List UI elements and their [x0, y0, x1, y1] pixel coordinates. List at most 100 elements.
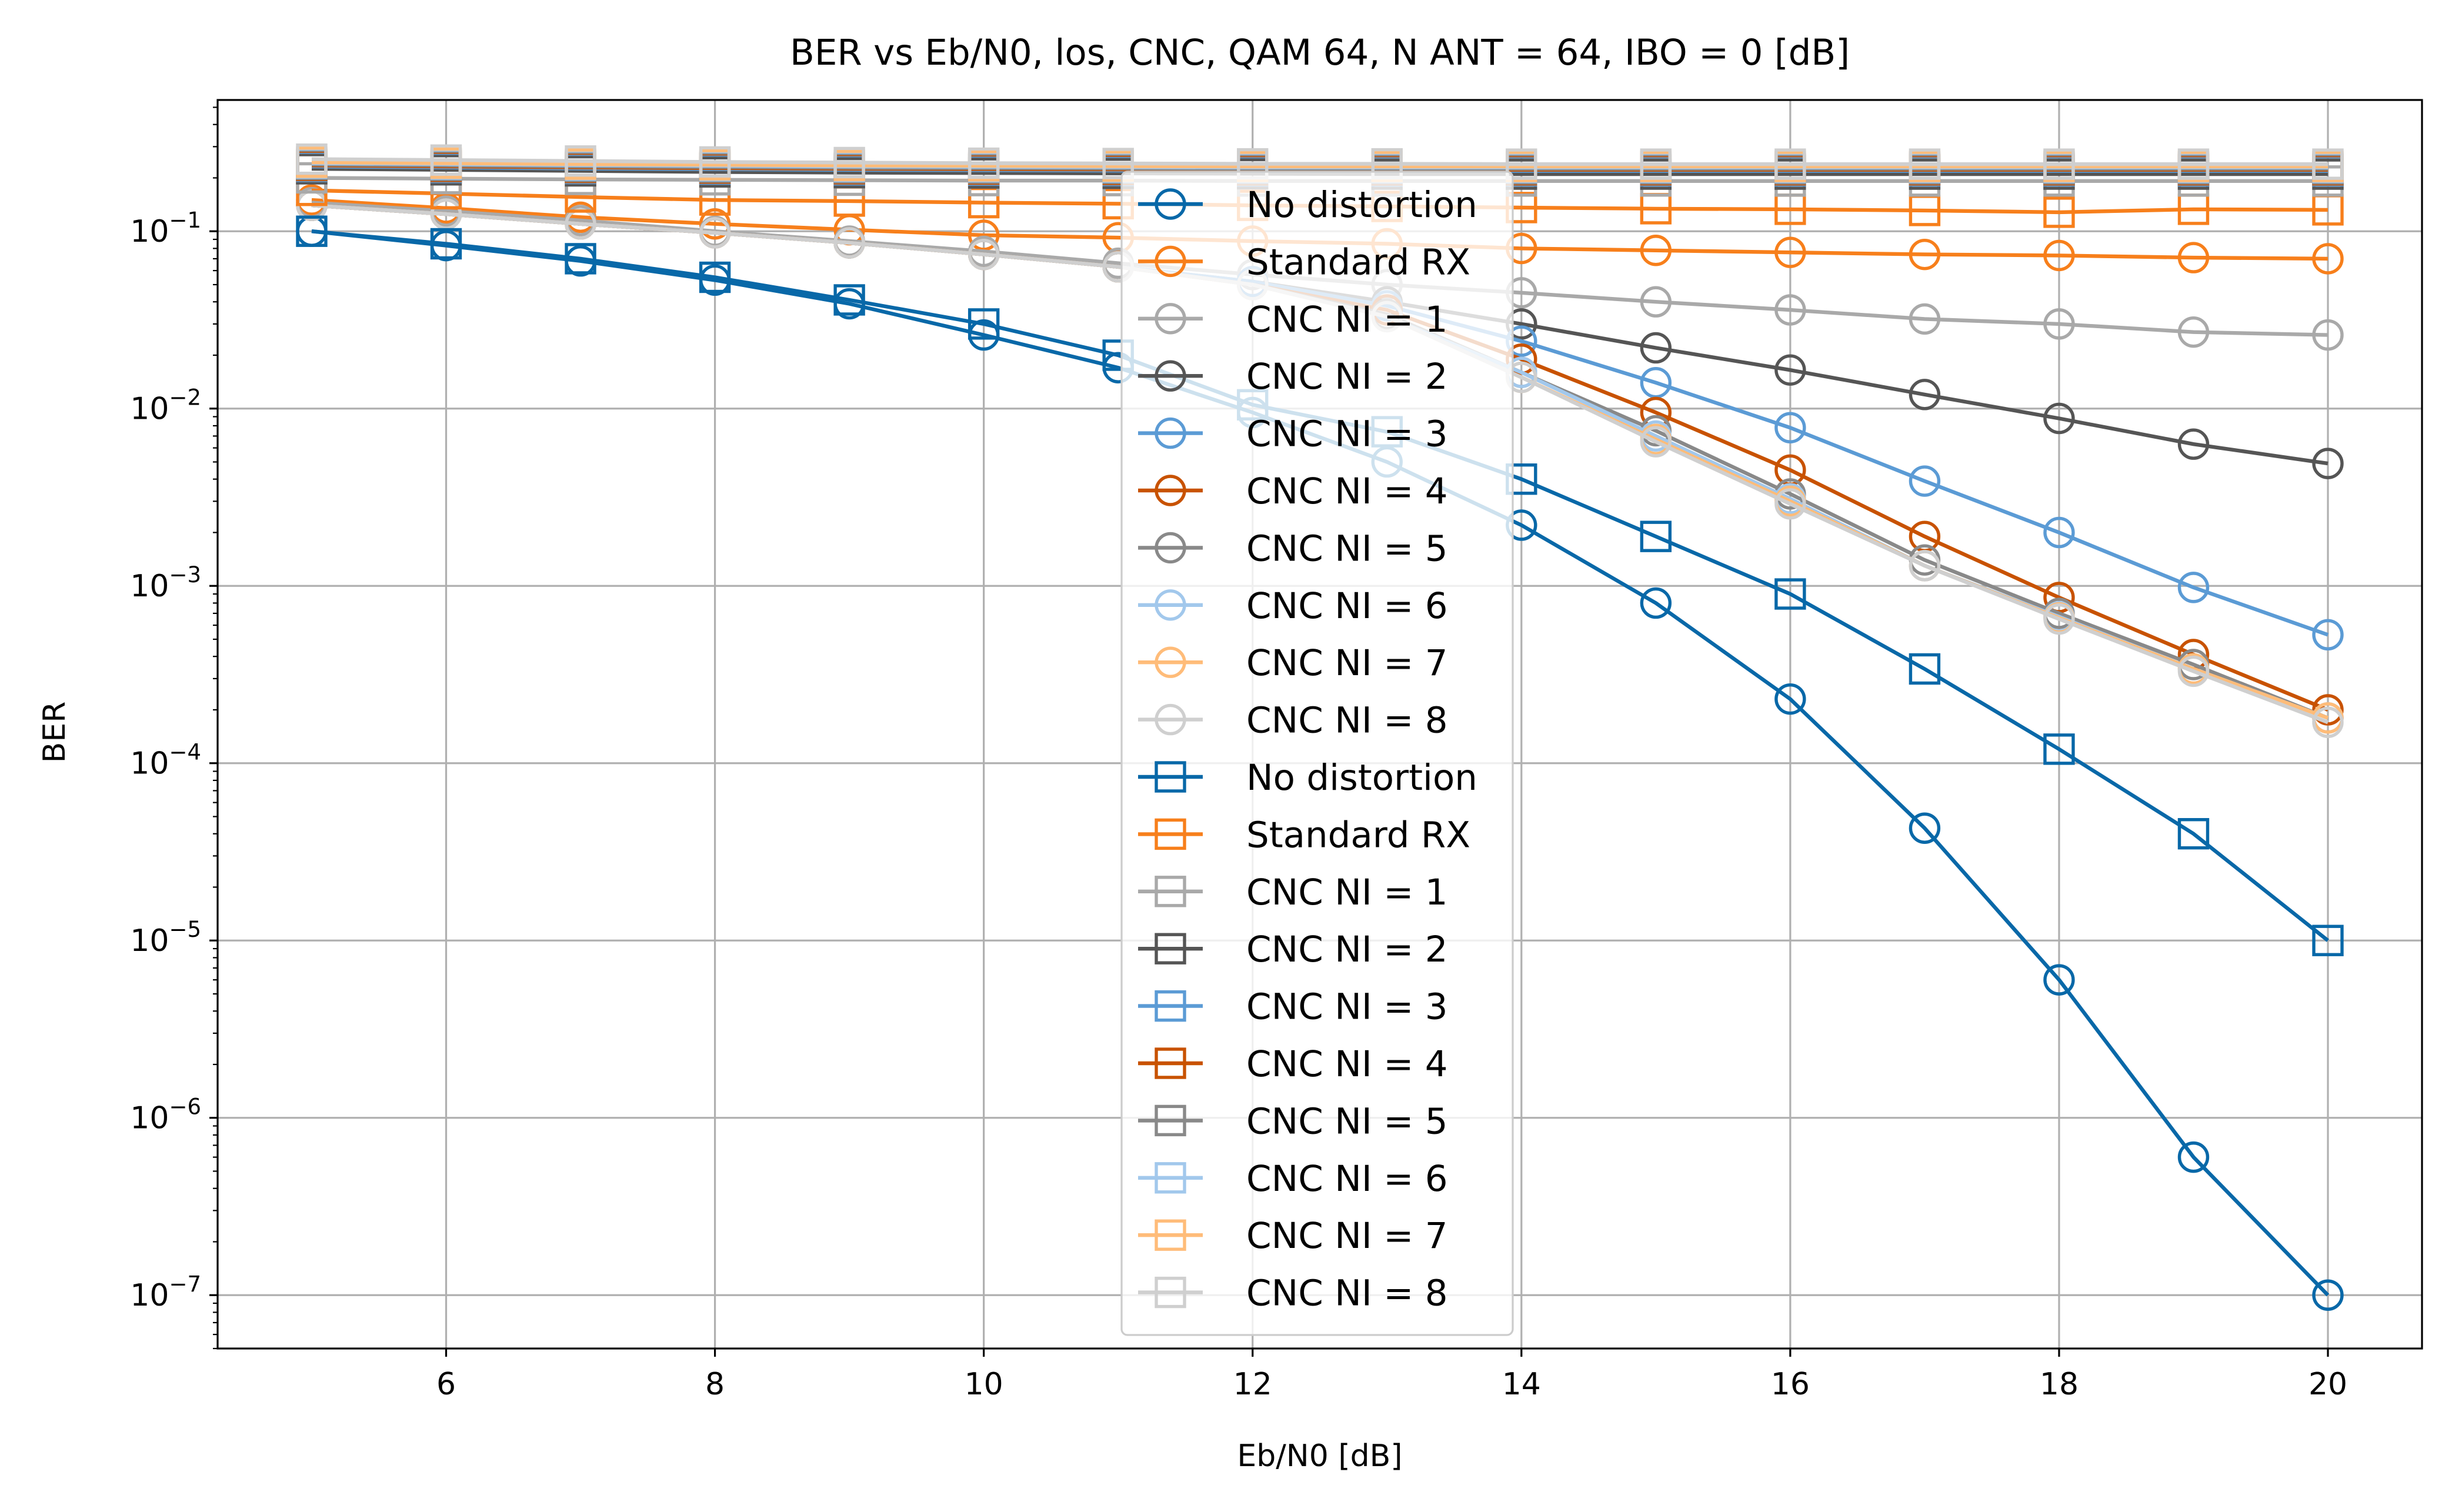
x-tick-label: 10	[965, 1367, 1003, 1402]
legend-marker	[1155, 1104, 1186, 1137]
series-line	[311, 160, 2328, 169]
data-point	[2177, 1141, 2210, 1173]
data-point	[1909, 238, 1941, 271]
legend-marker	[1155, 1219, 1186, 1251]
data-point	[1774, 148, 1806, 180]
data-point	[2177, 242, 2210, 273]
x-axis-label: Eb/N0 [dB]	[1237, 1438, 1402, 1474]
x-tick-label: 18	[2040, 1367, 2079, 1402]
data-point	[1774, 236, 1806, 268]
legend-item: CNC NI = 4	[1138, 470, 1448, 512]
data-point	[1774, 354, 1806, 386]
data-point	[699, 146, 731, 178]
legend-item: CNC NI = 1	[1138, 872, 1448, 913]
legend-item: CNC NI = 7	[1138, 1215, 1448, 1257]
legend-item: CNC NI = 1	[1138, 299, 1448, 341]
legend-item: No distortion	[1138, 184, 1477, 226]
legend-label: CNC NI = 4	[1246, 1043, 1448, 1085]
legend-marker	[1155, 475, 1186, 506]
data-point	[1774, 578, 1806, 610]
data-point	[833, 227, 865, 259]
data-point	[1909, 812, 1941, 844]
legend-marker	[1155, 933, 1186, 964]
data-point	[2043, 308, 2075, 340]
y-tick-label: 10−7	[130, 1271, 201, 1313]
legend-label: CNC NI = 5	[1246, 528, 1448, 569]
y-tick-label: 10−1	[130, 208, 201, 249]
data-point	[2043, 603, 2075, 635]
data-point	[968, 238, 1000, 271]
data-point	[1640, 148, 1672, 180]
data-point	[1774, 294, 1806, 326]
x-tick-label: 20	[2308, 1367, 2347, 1402]
legend-label: Standard RX	[1246, 241, 1470, 283]
legend-label: CNC NI = 6	[1246, 1158, 1448, 1200]
legend-marker	[1155, 417, 1186, 449]
data-point	[2177, 572, 2210, 603]
y-tick-label: 10−5	[130, 917, 201, 959]
legend-marker	[1155, 360, 1186, 392]
data-point	[833, 146, 865, 179]
data-point	[2177, 316, 2210, 348]
chart-title: BER vs Eb/N0, los, CNC, QAM 64, N ANT = …	[790, 32, 1850, 74]
legend-label: CNC NI = 7	[1246, 1215, 1448, 1257]
legend-marker	[1155, 990, 1186, 1022]
legend-item: CNC NI = 8	[1138, 700, 1448, 742]
legend-label: CNC NI = 5	[1246, 1100, 1448, 1142]
axis-ticks: 6 8 10 12 14 16 18 20 10−7 10−6 10−5 10−4 10−3 10−2 10…	[130, 106, 2347, 1402]
data-point	[1909, 550, 1941, 582]
legend-item: CNC NI = 4	[1138, 1043, 1448, 1085]
legend-label: No distortion	[1246, 184, 1477, 226]
legend-item: No distortion	[1138, 757, 1477, 799]
data-point	[1102, 148, 1134, 179]
data-point	[2312, 924, 2344, 956]
legend-item: Standard RX	[1138, 814, 1470, 856]
legend-item: Standard RX	[1138, 241, 1470, 283]
data-point	[1640, 366, 1672, 399]
legend-item: CNC NI = 2	[1138, 929, 1448, 970]
data-point	[296, 143, 328, 175]
data-point	[968, 219, 1000, 251]
legend-item: CNC NI = 5	[1138, 1100, 1448, 1142]
legend-label: CNC NI = 8	[1246, 700, 1448, 742]
data-point	[1909, 303, 1941, 335]
x-tick-label: 14	[1502, 1367, 1541, 1402]
legend-marker	[1155, 188, 1186, 220]
legend: No distortion Standard RX CNC NI = 1 CNC NI…	[1120, 171, 1514, 1336]
y-tick-label: 10−6	[130, 1094, 201, 1136]
data-point	[2043, 516, 2075, 549]
legend-label: CNC NI = 3	[1246, 413, 1448, 455]
legend-label: CNC NI = 6	[1246, 585, 1448, 627]
data-point	[1774, 488, 1806, 520]
data-point	[2177, 818, 2210, 850]
data-point	[2043, 148, 2075, 180]
x-tick-label: 8	[705, 1367, 725, 1402]
data-point	[833, 284, 865, 316]
data-point	[699, 261, 731, 293]
legend-item: CNC NI = 3	[1138, 986, 1448, 1028]
data-point	[2312, 148, 2344, 180]
data-point	[1640, 332, 1672, 364]
legend-item: CNC NI = 3	[1138, 413, 1448, 455]
data-point	[2312, 706, 2344, 738]
data-point	[2043, 733, 2075, 765]
data-point	[1640, 286, 1672, 318]
legend-label: CNC NI = 2	[1246, 356, 1448, 398]
legend-marker	[1155, 589, 1186, 621]
series-line	[311, 157, 2328, 166]
y-tick-label: 10−2	[130, 385, 201, 427]
data-point	[2312, 694, 2344, 726]
legend-item: CNC NI = 2	[1138, 356, 1448, 398]
legend-label: CNC NI = 4	[1246, 470, 1448, 512]
data-point	[2043, 964, 2075, 996]
series-20	[296, 143, 2344, 180]
data-point	[2177, 655, 2210, 687]
data-point	[2043, 402, 2075, 435]
legend-box	[1120, 171, 1514, 1336]
data-point	[699, 217, 731, 249]
legend-marker	[1155, 646, 1186, 678]
data-point	[430, 144, 462, 176]
data-point	[430, 228, 462, 260]
legend-item: CNC NI = 5	[1138, 528, 1448, 569]
